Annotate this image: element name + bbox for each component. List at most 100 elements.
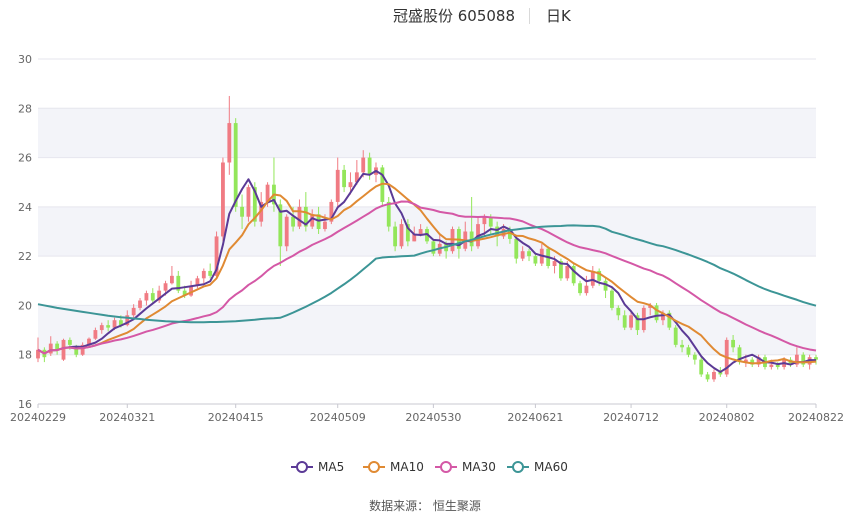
candle-body — [680, 344, 684, 348]
candle-body — [291, 216, 295, 227]
candle — [80, 342, 85, 356]
candle-body — [750, 359, 755, 365]
candle-body — [55, 343, 60, 350]
candle-body — [654, 305, 659, 321]
x-tick-label: 20240415 — [208, 411, 264, 424]
candle-body — [67, 339, 72, 345]
candle-body — [80, 344, 85, 355]
candle-body — [405, 224, 410, 242]
candle — [405, 219, 410, 247]
ma-line-ma5 — [37, 169, 816, 373]
candle-body — [61, 339, 66, 360]
x-tick-label: 20240321 — [99, 411, 155, 424]
candle-body — [814, 357, 818, 360]
x-tick-label: 20240802 — [699, 411, 755, 424]
candle-body — [737, 347, 742, 363]
candle — [61, 338, 66, 361]
candle-body — [240, 206, 244, 217]
candle — [138, 298, 142, 311]
candle — [667, 310, 672, 331]
candle-body — [189, 285, 193, 296]
legend-label: MA60 — [534, 460, 568, 474]
x-tick-label: 20240822 — [788, 411, 844, 424]
candle-body — [712, 371, 716, 380]
candle — [93, 327, 98, 340]
candle-body — [584, 285, 589, 294]
legend-item-ma60[interactable]: MA60 — [507, 460, 568, 474]
legend-marker — [368, 461, 380, 473]
y-tick-label: 16 — [18, 398, 32, 411]
candle-body — [131, 307, 136, 316]
candle-body — [488, 216, 493, 227]
y-tick-label: 24 — [18, 201, 32, 214]
candle-body — [354, 172, 359, 183]
candle — [157, 285, 162, 303]
candle-body — [610, 290, 614, 308]
candle-body — [252, 187, 257, 222]
candle-body — [603, 280, 608, 291]
candle-body — [323, 221, 327, 230]
candle-body — [36, 349, 40, 359]
candle-body — [399, 224, 404, 247]
x-tick-label: 20240530 — [405, 411, 461, 424]
candle — [36, 337, 40, 363]
x-tick-label: 20240712 — [603, 411, 659, 424]
legend-item-ma10[interactable]: MA10 — [363, 460, 424, 474]
candle-body — [686, 347, 691, 355]
candle-body — [731, 339, 736, 348]
candle-body — [692, 354, 697, 360]
candle-body — [157, 290, 162, 301]
candle-body — [74, 347, 79, 355]
candle-body — [125, 315, 130, 326]
candle — [284, 214, 289, 252]
candle-body — [635, 315, 640, 331]
candle-body — [482, 216, 487, 225]
candle-body — [743, 359, 748, 363]
candle-body — [367, 157, 372, 175]
legend-item-ma5[interactable]: MA5 — [291, 460, 344, 474]
candle-body — [629, 315, 633, 328]
candle-body — [163, 283, 168, 291]
candle — [342, 164, 347, 193]
candle-body — [622, 315, 627, 328]
candle-body — [718, 371, 723, 375]
candle — [176, 270, 181, 294]
candle — [705, 371, 710, 382]
chart-title-text: 冠盛股份 605088 — [393, 7, 515, 25]
candle-body — [297, 206, 302, 227]
legend-marker — [440, 461, 452, 473]
candle-body — [348, 182, 353, 188]
candle-body — [673, 327, 678, 345]
candle — [622, 310, 627, 331]
legend-label: MA5 — [318, 460, 344, 474]
chart-subtitle[interactable]: 日K — [546, 7, 572, 25]
candle — [201, 268, 206, 284]
ma-line-ma60 — [37, 224, 817, 324]
candle — [189, 280, 193, 297]
candle — [87, 337, 91, 348]
candle-body — [195, 278, 200, 286]
candle — [221, 157, 225, 242]
title-separator — [529, 8, 530, 24]
candle — [131, 304, 136, 318]
candle-body — [182, 290, 187, 296]
candle — [150, 288, 155, 303]
legend-item-ma30[interactable]: MA30 — [435, 460, 496, 474]
data-source: 数据来源： 恒生聚源 — [369, 498, 481, 513]
candle-body — [597, 270, 602, 281]
candle-body — [520, 251, 525, 259]
candle-body — [386, 201, 391, 227]
candle — [731, 335, 736, 353]
candle — [750, 357, 755, 368]
candle-body — [87, 338, 91, 345]
candle-body — [501, 229, 506, 237]
chart-title: 冠盛股份 605088 日K — [393, 7, 572, 25]
candle-body — [112, 320, 117, 328]
candle-body — [144, 293, 149, 301]
candle-body — [233, 123, 238, 207]
candle — [240, 194, 244, 230]
candle-body — [552, 261, 557, 266]
candle-body — [590, 270, 595, 286]
candle-body — [495, 226, 500, 237]
